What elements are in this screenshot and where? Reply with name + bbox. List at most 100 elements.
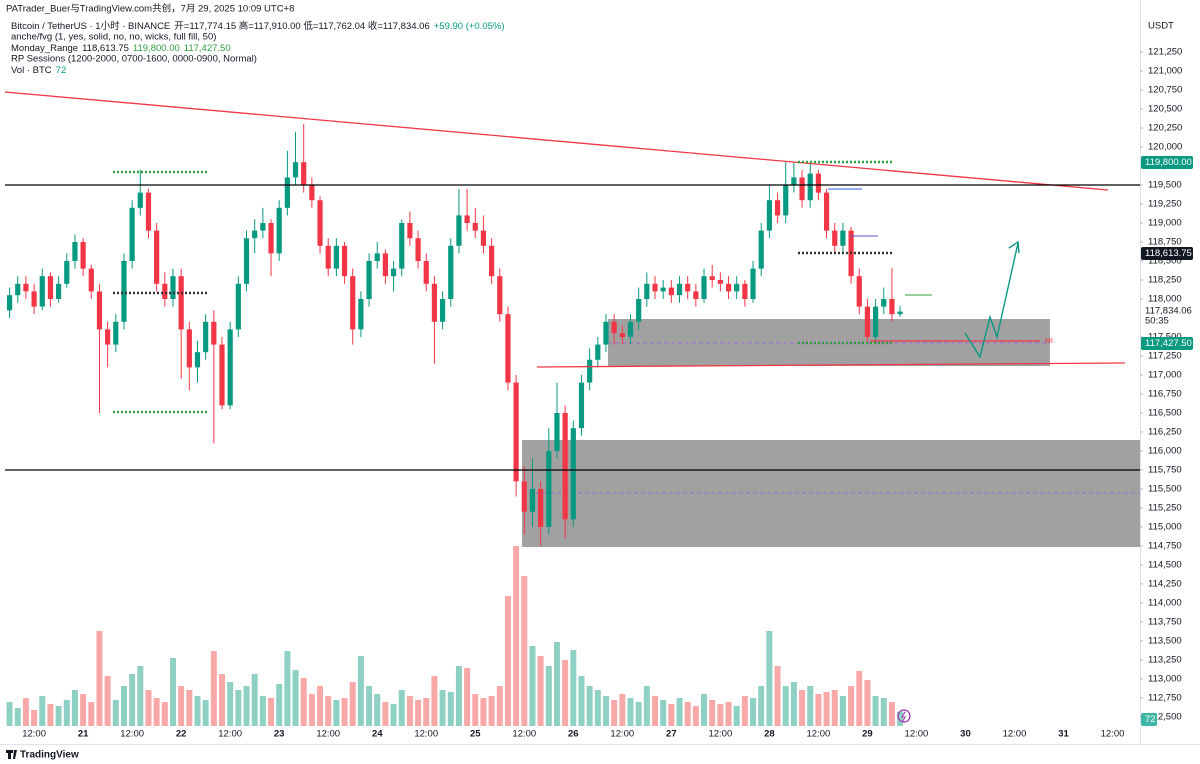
candle-body — [448, 245, 454, 299]
candle-body — [268, 223, 274, 254]
volume-bar — [341, 698, 348, 726]
y-tick-label: 118,500 — [1148, 256, 1182, 267]
y-tick-label: 121,000 — [1148, 66, 1182, 77]
x-tick-label: 27 — [666, 729, 677, 740]
candle-body — [23, 283, 29, 292]
price-label: 119,800.00 — [1145, 157, 1192, 168]
volume-bar — [366, 686, 373, 726]
volume-bar — [259, 696, 266, 726]
volume-label: 72 — [1145, 714, 1156, 725]
y-tick-label: 117,000 — [1148, 369, 1182, 380]
candle-body — [72, 242, 78, 261]
indicator-monday: Monday_Range 118,613.75 119,800.00 117,427.… — [11, 43, 231, 54]
volume-bar — [153, 698, 160, 726]
volume-bar — [112, 700, 119, 726]
volume-bar — [464, 668, 471, 726]
volume-bar — [317, 686, 324, 726]
candle-body — [105, 329, 111, 345]
y-tick-label: 114,000 — [1148, 597, 1182, 608]
candle-body — [693, 291, 699, 299]
volume-bar — [219, 674, 226, 726]
y-tick-label: 113,500 — [1148, 635, 1182, 646]
volume-bar — [586, 686, 593, 726]
volume-bar — [627, 698, 634, 726]
price-label-bg[interactable] — [1141, 337, 1193, 350]
alert-icon[interactable] — [897, 709, 911, 723]
price-label-bg[interactable] — [1141, 247, 1193, 260]
candle-body — [47, 276, 54, 299]
alert-bolt — [901, 711, 906, 722]
volume-bar — [349, 682, 356, 726]
x-tick-label: 22 — [176, 729, 187, 740]
candle-body — [889, 298, 895, 315]
volume-bar — [382, 702, 389, 726]
volume-label-bg[interactable] — [1141, 713, 1157, 726]
volume-bar — [782, 686, 789, 726]
candle-body — [88, 268, 94, 292]
volume-bar — [300, 678, 307, 726]
indicator-name: Vol · BTC — [11, 65, 52, 76]
y-tick-label: 112,750 — [1148, 692, 1182, 703]
candle-body — [644, 283, 650, 299]
volume-bar — [439, 690, 446, 726]
candle-body — [350, 276, 356, 330]
volume-bar — [839, 696, 846, 726]
x-tick-label: 12:00 — [218, 729, 242, 740]
candle-body — [366, 260, 372, 299]
price-label-bg[interactable] — [1141, 305, 1193, 327]
volume-bar — [488, 696, 495, 726]
countdown: 50:35 — [1145, 316, 1169, 327]
marker-label: MI· — [1045, 338, 1055, 345]
volume-bar — [545, 666, 552, 726]
x-tick-label: 12:00 — [708, 729, 732, 740]
y-tick-label: 121,250 — [1148, 47, 1182, 58]
volume-bar — [333, 700, 340, 726]
price-label: 118,613.75 — [1145, 248, 1192, 259]
volume-bar — [71, 690, 78, 726]
volume-bar — [684, 702, 691, 726]
volume-bar — [766, 631, 773, 726]
volume-bar — [513, 546, 520, 726]
volume-bar — [276, 684, 283, 726]
candle-body — [170, 276, 176, 299]
volume-bar — [602, 696, 609, 726]
indicator-fvg: anche/fvg (1, yes, solid, no, no, wicks,… — [11, 32, 216, 43]
volume-bar — [815, 694, 822, 726]
candle-body — [113, 321, 119, 345]
y-tick-label: 114,750 — [1148, 540, 1182, 551]
price-label-bg[interactable] — [1141, 156, 1193, 169]
candle-body — [725, 283, 732, 292]
candle-body — [292, 162, 299, 178]
candle-body — [243, 238, 250, 284]
candle-body — [423, 260, 429, 284]
volume-bar — [186, 690, 193, 726]
price-axis-bg — [1141, 0, 1200, 745]
volume-bar — [774, 666, 781, 726]
y-tick-label: 120,250 — [1148, 123, 1182, 134]
candle-body — [611, 321, 617, 334]
volume-bar — [357, 656, 364, 726]
y-tick-label: 118,250 — [1148, 275, 1182, 286]
volume-bar — [137, 666, 144, 726]
volume-bar — [504, 596, 511, 726]
volume-bar — [431, 676, 438, 726]
drawings: MI· — [4, 91, 1140, 471]
y-tick-label: 113,000 — [1148, 673, 1182, 684]
candle-body — [399, 223, 405, 269]
volume-bar — [480, 698, 487, 726]
volume-bar — [897, 711, 904, 726]
y-tick-label: 118,750 — [1148, 237, 1182, 248]
y-tick-label: 117,500 — [1148, 331, 1182, 342]
candle-body — [562, 412, 568, 520]
volume-bar — [325, 696, 332, 726]
x-tick-label: 26 — [568, 729, 579, 740]
arrow-head — [1008, 240, 1020, 254]
volume-bar — [823, 692, 830, 726]
x-tick-label: 12:00 — [807, 729, 831, 740]
y-tick-label: 119,500 — [1148, 180, 1182, 191]
y-tick-label: 113,750 — [1148, 616, 1182, 627]
candle-body — [717, 279, 723, 284]
candle-body — [570, 428, 576, 520]
candle-body — [799, 177, 805, 201]
